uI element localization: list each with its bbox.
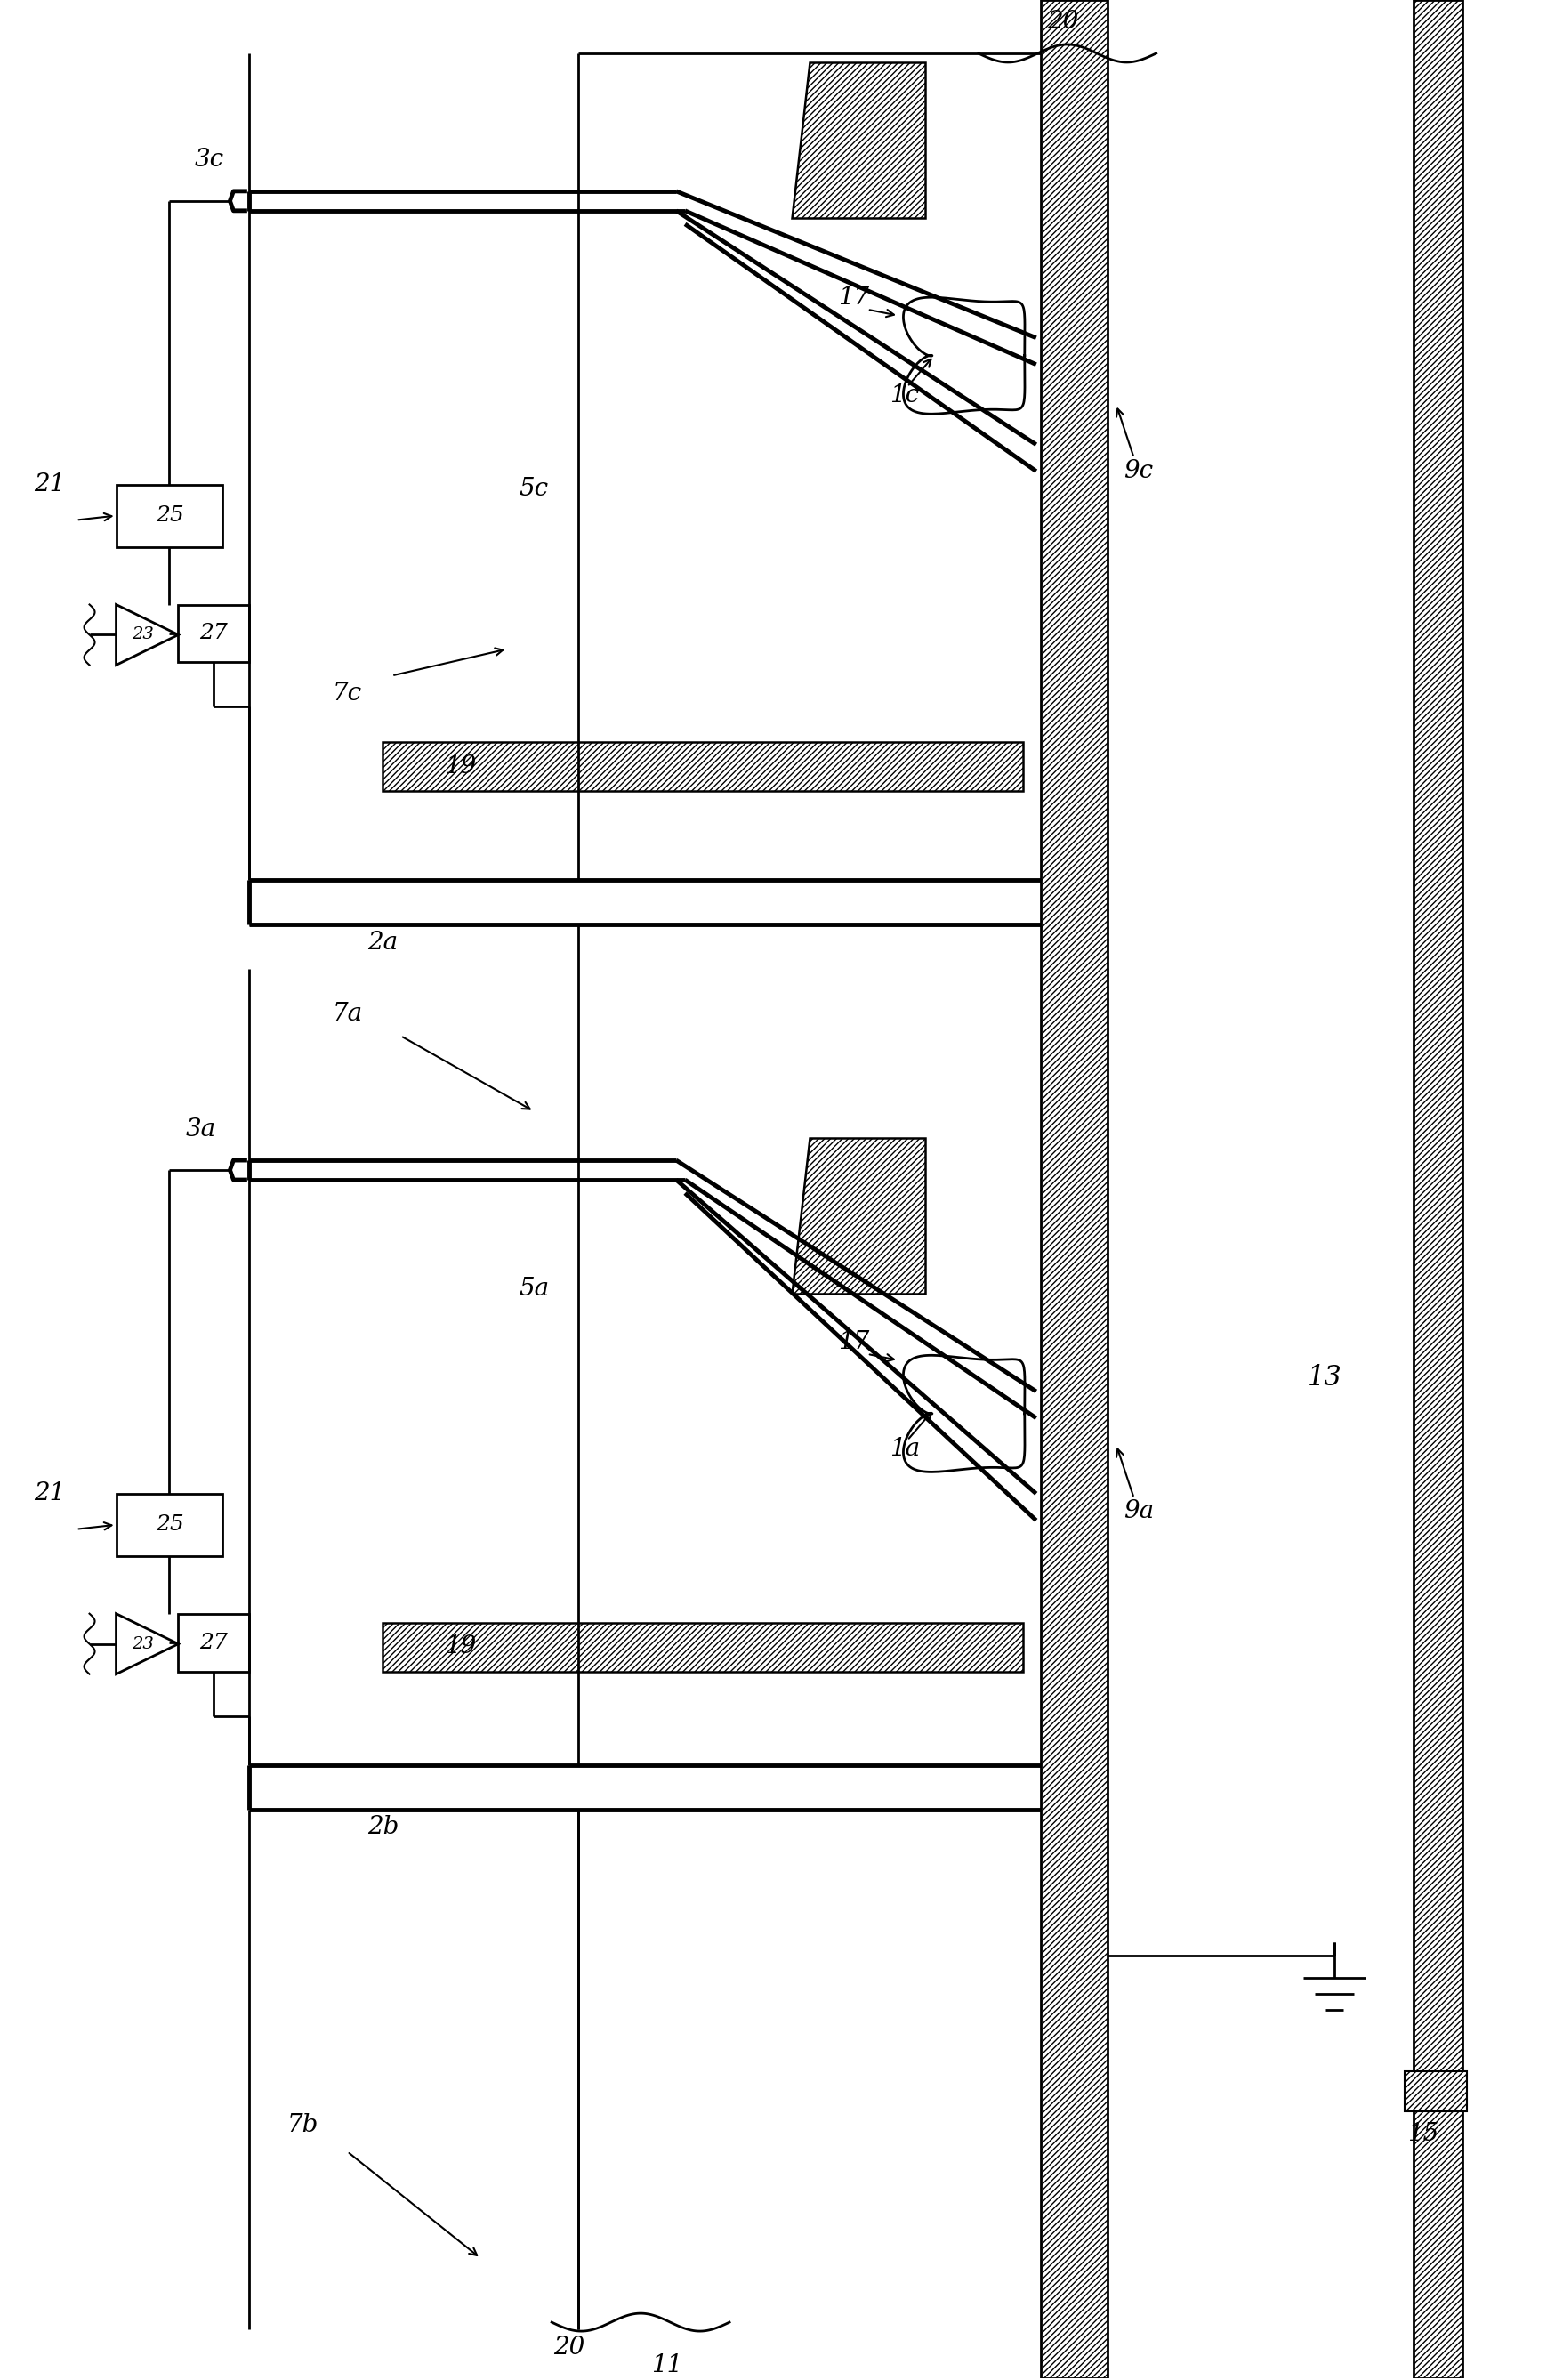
Text: 7a: 7a <box>333 1002 362 1026</box>
Polygon shape <box>382 743 1023 790</box>
Text: 17: 17 <box>838 286 869 309</box>
Polygon shape <box>1414 0 1463 2378</box>
Text: 19: 19 <box>446 754 476 778</box>
Text: 5a: 5a <box>518 1278 549 1302</box>
Text: 27: 27 <box>200 624 227 643</box>
Bar <box>178 1614 249 1671</box>
Text: 1a: 1a <box>890 1438 920 1461</box>
Text: 20: 20 <box>1047 10 1078 33</box>
Text: 23: 23 <box>131 626 153 643</box>
Bar <box>178 605 249 662</box>
Text: 25: 25 <box>155 1514 184 1535</box>
Text: 1c: 1c <box>890 383 919 407</box>
Text: 17: 17 <box>838 1330 869 1354</box>
Polygon shape <box>382 1623 1023 1671</box>
Bar <box>116 1495 223 1557</box>
Text: 27: 27 <box>200 1633 227 1652</box>
Polygon shape <box>1041 0 1108 2378</box>
Text: 9c: 9c <box>1123 459 1153 483</box>
Text: 3c: 3c <box>195 148 224 171</box>
Text: 21: 21 <box>34 474 65 497</box>
Polygon shape <box>792 1138 925 1295</box>
Text: 9a: 9a <box>1123 1499 1154 1523</box>
Text: 25: 25 <box>155 505 184 526</box>
Text: 3a: 3a <box>186 1116 215 1140</box>
Text: 21: 21 <box>34 1483 65 1507</box>
Text: 2b: 2b <box>367 1816 399 1840</box>
Text: 15: 15 <box>1408 2121 1439 2147</box>
Text: 7b: 7b <box>288 2113 319 2137</box>
Text: 7c: 7c <box>333 681 362 704</box>
Polygon shape <box>792 62 925 219</box>
Text: 5c: 5c <box>520 476 549 502</box>
Text: 19: 19 <box>446 1635 476 1659</box>
Text: 2a: 2a <box>368 931 398 954</box>
Polygon shape <box>1405 2071 1467 2111</box>
Text: 20: 20 <box>554 2335 585 2359</box>
Text: 23: 23 <box>131 1635 153 1652</box>
Bar <box>116 486 223 547</box>
Text: 11: 11 <box>651 2354 682 2378</box>
Text: 13: 13 <box>1307 1364 1343 1392</box>
